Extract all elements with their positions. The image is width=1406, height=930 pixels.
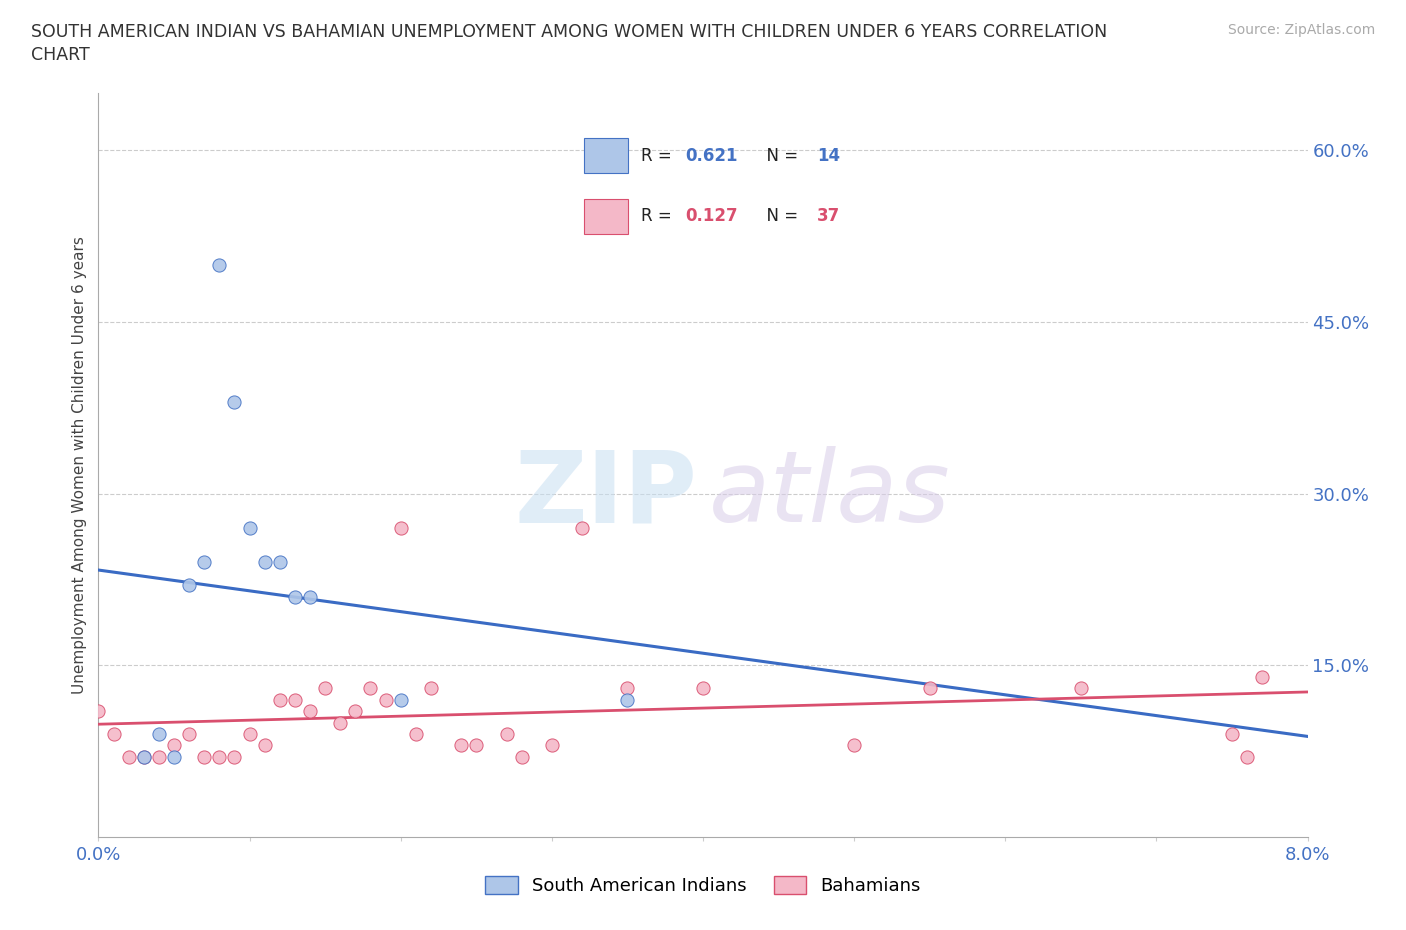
Point xyxy=(540,738,562,753)
Point xyxy=(918,681,941,696)
Point xyxy=(269,555,291,570)
Point xyxy=(208,750,231,764)
Text: Source: ZipAtlas.com: Source: ZipAtlas.com xyxy=(1227,23,1375,37)
Point xyxy=(616,692,638,707)
Point xyxy=(163,738,186,753)
Point xyxy=(1236,750,1258,764)
Y-axis label: Unemployment Among Women with Children Under 6 years: Unemployment Among Women with Children U… xyxy=(72,236,87,694)
Text: CHART: CHART xyxy=(31,46,90,63)
Point xyxy=(193,750,215,764)
Point xyxy=(118,750,141,764)
Point xyxy=(299,590,322,604)
Text: ZIP: ZIP xyxy=(515,446,697,543)
Point xyxy=(1070,681,1092,696)
Point xyxy=(360,681,382,696)
Point xyxy=(420,681,443,696)
Text: atlas: atlas xyxy=(709,446,950,543)
Point xyxy=(344,704,367,719)
Point xyxy=(495,726,517,741)
Point xyxy=(299,704,322,719)
Point xyxy=(450,738,472,753)
Point xyxy=(103,726,125,741)
Point xyxy=(148,726,170,741)
Point xyxy=(374,692,396,707)
Point xyxy=(389,521,412,536)
Point xyxy=(284,590,307,604)
Point xyxy=(148,750,170,764)
Legend: South American Indians, Bahamians: South American Indians, Bahamians xyxy=(478,869,928,902)
Text: SOUTH AMERICAN INDIAN VS BAHAMIAN UNEMPLOYMENT AMONG WOMEN WITH CHILDREN UNDER 6: SOUTH AMERICAN INDIAN VS BAHAMIAN UNEMPL… xyxy=(31,23,1107,41)
Point xyxy=(193,555,215,570)
Point xyxy=(163,750,186,764)
Point xyxy=(224,750,246,764)
Point xyxy=(1251,670,1274,684)
Point xyxy=(389,692,412,707)
Point xyxy=(179,578,201,592)
Point xyxy=(179,726,201,741)
Point xyxy=(269,692,291,707)
Point xyxy=(253,555,276,570)
Point xyxy=(132,750,155,764)
Point xyxy=(405,726,427,741)
Point xyxy=(314,681,336,696)
Point xyxy=(329,715,352,730)
Point xyxy=(239,726,262,741)
Point xyxy=(224,394,246,409)
Point xyxy=(1220,726,1243,741)
Point xyxy=(132,750,155,764)
Point xyxy=(87,704,110,719)
Point xyxy=(571,521,593,536)
Point xyxy=(616,681,638,696)
Point xyxy=(239,521,262,536)
Point xyxy=(284,692,307,707)
Point xyxy=(208,258,231,272)
Point xyxy=(692,681,714,696)
Point xyxy=(465,738,488,753)
Point xyxy=(510,750,533,764)
Point xyxy=(844,738,866,753)
Point xyxy=(253,738,276,753)
